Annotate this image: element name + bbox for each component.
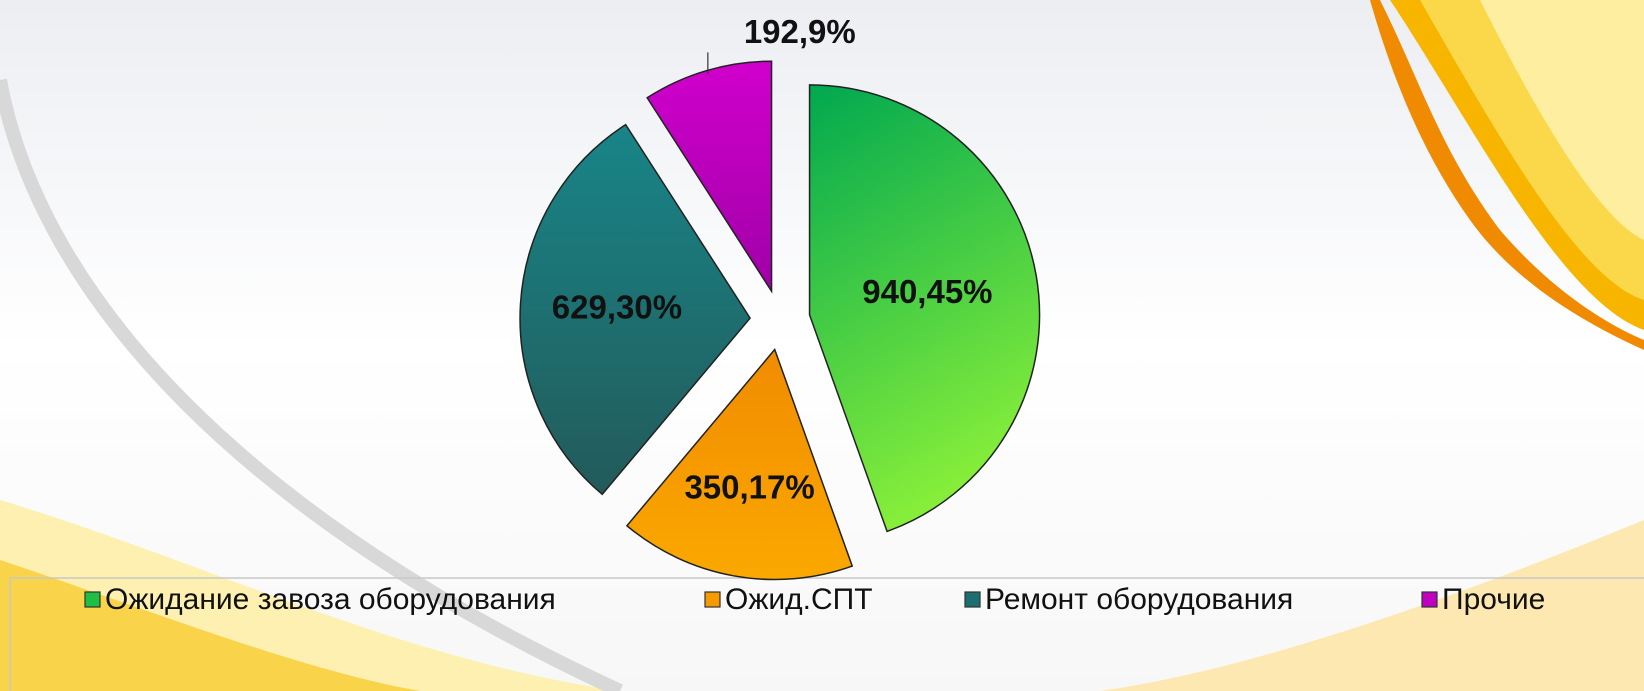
legend-marker bbox=[705, 592, 720, 607]
legend-label: Ремонт оборудования bbox=[985, 583, 1293, 616]
legend-marker bbox=[965, 592, 980, 607]
page: 940,45% 350,17% 629,30% 192,9% Ожидание зав… bbox=[0, 0, 1644, 691]
legend-label: Ожид.СПТ bbox=[725, 583, 873, 616]
legend-label: Ожидание завоза оборудования bbox=[105, 583, 556, 616]
data-label: 350,17% bbox=[684, 469, 814, 506]
data-label: 940,45% bbox=[862, 273, 992, 310]
legend-marker bbox=[1422, 592, 1437, 607]
data-label: 192,9% bbox=[744, 13, 856, 50]
chart: 940,45% 350,17% 629,30% 192,9% Ожидание зав… bbox=[0, 0, 1644, 691]
legend-marker bbox=[85, 592, 100, 607]
data-label: 629,30% bbox=[552, 288, 682, 325]
legend-label: Прочие bbox=[1442, 583, 1545, 616]
